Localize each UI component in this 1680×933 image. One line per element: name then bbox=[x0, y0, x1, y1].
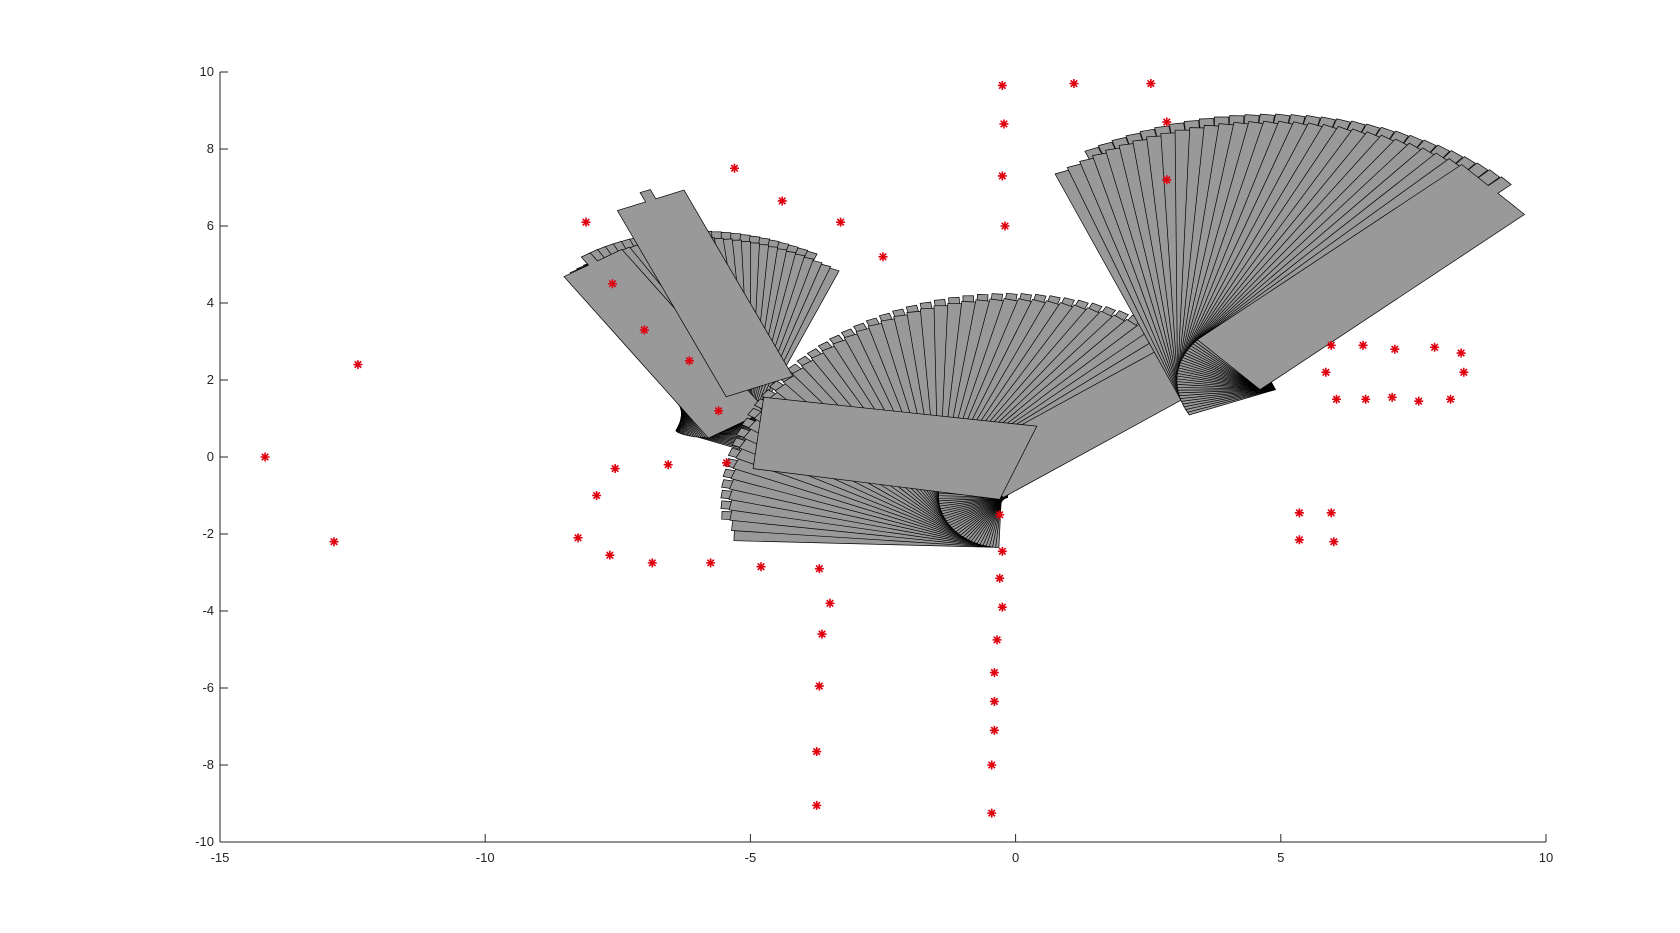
obstacle-point bbox=[573, 533, 583, 543]
obstacle-point bbox=[997, 80, 1007, 90]
obstacle-point bbox=[1387, 392, 1397, 402]
obstacle-point bbox=[989, 668, 999, 678]
robot-footprint bbox=[616, 189, 794, 398]
obstacle-point bbox=[812, 800, 822, 810]
obstacle-point bbox=[987, 808, 997, 818]
obstacle-point bbox=[1069, 79, 1079, 89]
obstacle-point bbox=[1321, 367, 1331, 377]
obstacle-point bbox=[992, 635, 1002, 645]
obstacle-point bbox=[1000, 221, 1010, 231]
x-tick-label: 5 bbox=[1277, 850, 1284, 865]
obstacle-point bbox=[260, 452, 270, 462]
obstacle-point bbox=[756, 562, 766, 572]
swept-robot-shapes bbox=[563, 113, 1526, 548]
y-tick-label: 2 bbox=[207, 372, 214, 387]
obstacle-point bbox=[989, 696, 999, 706]
obstacle-point bbox=[1294, 508, 1304, 518]
y-tick-label: 6 bbox=[207, 218, 214, 233]
obstacle-point bbox=[581, 217, 591, 227]
obstacle-point bbox=[878, 252, 888, 262]
y-tick-label: 10 bbox=[200, 64, 214, 79]
obstacle-point bbox=[987, 760, 997, 770]
robot-footprint bbox=[752, 396, 1038, 500]
obstacle-point bbox=[995, 573, 1005, 583]
robot-footprint bbox=[1196, 164, 1526, 391]
obstacle-point bbox=[1390, 344, 1400, 354]
obstacle-point bbox=[1446, 394, 1456, 404]
obstacle-point bbox=[1162, 175, 1172, 185]
obstacle-point bbox=[997, 602, 1007, 612]
obstacle-point bbox=[1326, 340, 1336, 350]
obstacle-point bbox=[814, 564, 824, 574]
obstacle-point bbox=[995, 510, 1005, 520]
obstacle-point bbox=[999, 119, 1009, 129]
obstacle-point bbox=[1430, 342, 1440, 352]
x-tick-label: -10 bbox=[476, 850, 495, 865]
obstacle-point bbox=[1329, 537, 1339, 547]
obstacle-point bbox=[836, 217, 846, 227]
obstacle-point bbox=[1162, 117, 1172, 127]
obstacle-point bbox=[1358, 340, 1368, 350]
y-tick-label: 8 bbox=[207, 141, 214, 156]
y-tick-label: -4 bbox=[202, 603, 214, 618]
obstacle-point bbox=[1414, 396, 1424, 406]
obstacle-point bbox=[1331, 394, 1341, 404]
obstacle-point bbox=[647, 558, 657, 568]
obstacle-point bbox=[1326, 508, 1336, 518]
obstacle-point bbox=[663, 460, 673, 470]
y-tick-label: -6 bbox=[202, 680, 214, 695]
y-tick-label: -2 bbox=[202, 526, 214, 541]
obstacle-point bbox=[706, 558, 716, 568]
obstacle-point bbox=[1294, 535, 1304, 545]
y-axis-ticks: -10 -8 -6 -4 -2 0 2 4 6 8 10 bbox=[195, 64, 228, 849]
y-tick-label: -10 bbox=[195, 834, 214, 849]
obstacle-point bbox=[722, 458, 732, 468]
obstacle-point bbox=[684, 356, 694, 366]
y-tick-label: 0 bbox=[207, 449, 214, 464]
obstacle-point bbox=[777, 196, 787, 206]
obstacle-point bbox=[989, 725, 999, 735]
obstacle-point bbox=[592, 491, 602, 500]
obstacle-point bbox=[814, 681, 824, 691]
obstacle-point bbox=[607, 279, 617, 289]
x-tick-label: -5 bbox=[745, 850, 757, 865]
obstacle-point bbox=[812, 747, 822, 757]
obstacle-point bbox=[997, 546, 1007, 556]
x-tick-label: 0 bbox=[1012, 850, 1019, 865]
obstacle-point bbox=[1456, 348, 1466, 358]
obstacle-point bbox=[639, 325, 649, 335]
obstacle-point bbox=[1459, 367, 1469, 377]
obstacle-point bbox=[817, 629, 827, 639]
y-tick-label: -8 bbox=[202, 757, 214, 772]
robot-footprint bbox=[563, 248, 767, 439]
obstacle-markers bbox=[260, 79, 1469, 818]
obstacle-point bbox=[353, 360, 363, 370]
obstacle-point bbox=[1361, 394, 1371, 404]
obstacle-point bbox=[825, 598, 835, 608]
obstacle-point bbox=[1146, 79, 1156, 89]
obstacle-point bbox=[714, 406, 724, 416]
x-tick-label: -15 bbox=[211, 850, 230, 865]
obstacle-point bbox=[605, 550, 615, 560]
obstacle-point bbox=[329, 537, 339, 547]
y-tick-label: 4 bbox=[207, 295, 214, 310]
obstacle-point bbox=[729, 163, 739, 173]
obstacle-point bbox=[997, 171, 1007, 181]
x-tick-label: 10 bbox=[1539, 850, 1553, 865]
obstacle-point bbox=[610, 464, 620, 474]
x-axis-ticks: -15 -10 -5 0 5 10 bbox=[211, 834, 1553, 865]
